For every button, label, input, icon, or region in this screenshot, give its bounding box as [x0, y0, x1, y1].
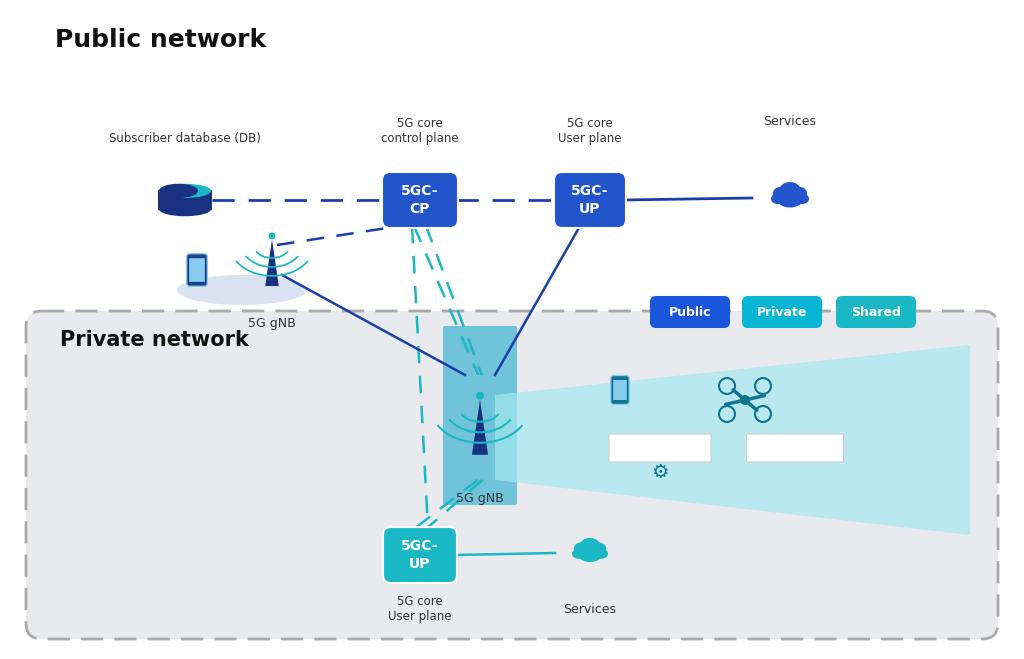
FancyBboxPatch shape [742, 296, 822, 328]
FancyBboxPatch shape [746, 434, 844, 462]
Circle shape [476, 391, 484, 400]
Text: Private network: Private network [60, 330, 249, 350]
FancyBboxPatch shape [383, 527, 457, 583]
Ellipse shape [779, 182, 801, 197]
FancyBboxPatch shape [382, 172, 458, 228]
Polygon shape [495, 345, 970, 535]
Ellipse shape [590, 542, 606, 555]
Ellipse shape [159, 202, 211, 216]
Ellipse shape [581, 538, 600, 552]
FancyBboxPatch shape [443, 326, 517, 505]
Ellipse shape [159, 184, 211, 198]
Ellipse shape [776, 188, 804, 208]
Polygon shape [472, 400, 488, 455]
FancyBboxPatch shape [609, 434, 711, 462]
Text: 5G core
control plane: 5G core control plane [381, 117, 459, 145]
Text: 5GC-
UP: 5GC- UP [401, 539, 438, 571]
Ellipse shape [595, 549, 608, 559]
Text: ⚙: ⚙ [651, 463, 669, 482]
FancyBboxPatch shape [650, 296, 730, 328]
Text: 5GC-
CP: 5GC- CP [401, 185, 438, 215]
Ellipse shape [790, 186, 807, 200]
Text: 5G core
User plane: 5G core User plane [558, 117, 622, 145]
FancyBboxPatch shape [189, 258, 205, 282]
Polygon shape [265, 239, 279, 286]
Circle shape [268, 233, 275, 239]
Text: 5G gNB: 5G gNB [456, 492, 504, 505]
Text: 5GC-
UP: 5GC- UP [571, 185, 608, 215]
Text: Public: Public [669, 306, 712, 318]
Text: Private: Private [757, 306, 807, 318]
Ellipse shape [796, 194, 809, 204]
Ellipse shape [773, 186, 791, 200]
Text: Subscriber database (DB): Subscriber database (DB) [110, 132, 261, 145]
FancyBboxPatch shape [186, 254, 207, 286]
FancyBboxPatch shape [610, 376, 630, 405]
Text: Services: Services [563, 603, 616, 616]
Ellipse shape [159, 184, 198, 198]
Text: 5G gNB: 5G gNB [248, 317, 296, 330]
Ellipse shape [572, 549, 585, 559]
FancyBboxPatch shape [26, 311, 998, 639]
Ellipse shape [573, 542, 591, 555]
FancyBboxPatch shape [613, 380, 627, 400]
Ellipse shape [177, 275, 307, 305]
Ellipse shape [771, 194, 784, 204]
Circle shape [740, 395, 750, 405]
FancyBboxPatch shape [158, 190, 212, 210]
Text: Public network: Public network [55, 28, 266, 52]
Text: 5G core
User plane: 5G core User plane [388, 595, 452, 623]
FancyBboxPatch shape [554, 172, 626, 228]
Text: Shared: Shared [851, 306, 901, 318]
FancyBboxPatch shape [836, 296, 916, 328]
Text: Services: Services [764, 115, 816, 128]
Ellipse shape [578, 544, 603, 562]
